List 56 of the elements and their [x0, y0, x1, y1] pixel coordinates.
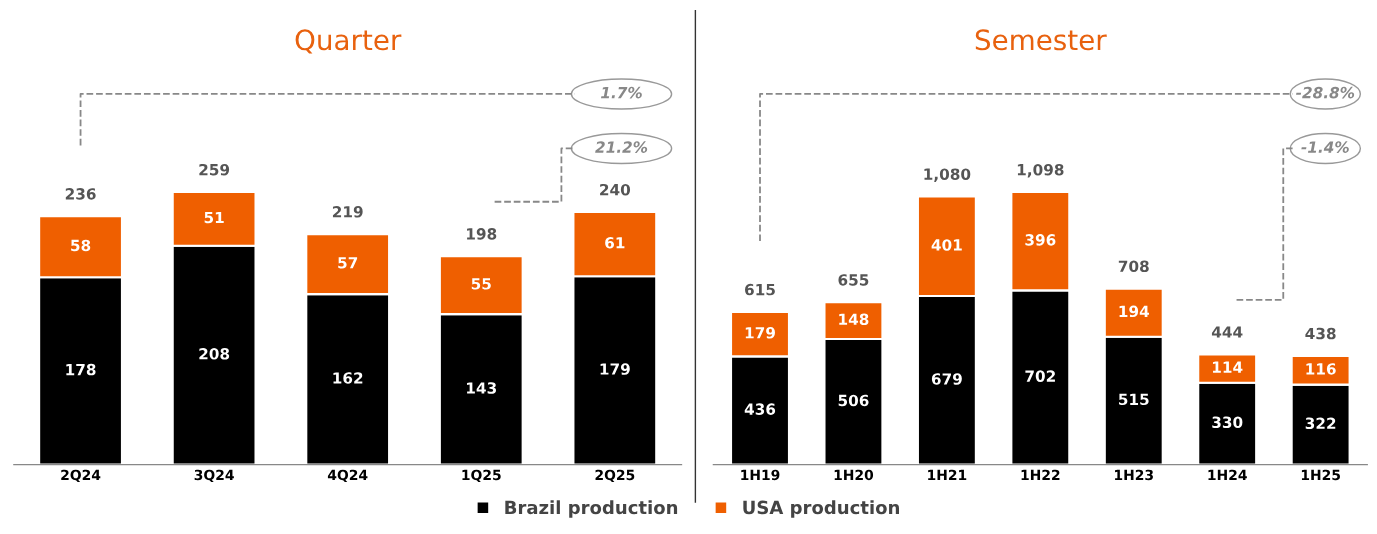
data-label: 143 [467, 382, 496, 394]
data-label: 679 [931, 373, 962, 385]
legend-label: Brazil production [505, 500, 678, 518]
data-label: 162 [333, 372, 363, 384]
data-label: 57 [338, 257, 358, 269]
data-label: 436 [744, 403, 776, 415]
data-label: 208 [199, 348, 230, 360]
text: 21.2% [595, 141, 648, 153]
x-tick-label: 1H22 [1021, 469, 1060, 480]
total-label: 438 [1305, 327, 1336, 340]
x-tick-label: 2Q24 [61, 469, 101, 483]
data-label: 179 [745, 327, 775, 339]
data-label: 178 [66, 363, 96, 376]
data-label: 148 [839, 313, 869, 326]
total-label: 198 [467, 228, 497, 240]
text: -28.8% [1296, 86, 1355, 99]
total-label: 240 [600, 183, 631, 196]
total-label: 219 [332, 206, 363, 218]
legend-label: USA production [743, 500, 899, 518]
x-tick-label: 2Q25 [595, 469, 635, 483]
x-tick-label: 1H25 [1301, 469, 1340, 481]
total-label: 236 [65, 188, 96, 200]
x-tick-label: 1Q25 [462, 469, 501, 483]
data-label: 322 [1305, 417, 1336, 430]
data-label: 179 [600, 363, 630, 375]
x-tick-label: 4Q24 [327, 469, 368, 483]
data-label: 55 [471, 278, 491, 290]
text: -1.4% [1301, 141, 1349, 153]
data-label: 51 [204, 211, 224, 224]
x-tick-label: 1H23 [1115, 469, 1153, 481]
x-tick-label: 1H20 [834, 469, 874, 481]
total-label: 708 [1118, 260, 1149, 273]
x-tick-label: 1H21 [928, 469, 967, 480]
total-label: 1,098 [1017, 163, 1064, 178]
total-label: 655 [838, 274, 869, 286]
data-label: 515 [1119, 393, 1149, 406]
data-label: 116 [1306, 363, 1336, 375]
x-tick-label: 3Q24 [194, 469, 234, 483]
data-label: 702 [1025, 370, 1055, 382]
data-label: 396 [1025, 234, 1056, 246]
total-label: 615 [745, 283, 775, 296]
data-label: 401 [931, 239, 962, 251]
data-label: 114 [1212, 361, 1243, 373]
data-label: 61 [605, 237, 625, 249]
data-label: 506 [838, 394, 869, 407]
total-label: 259 [199, 163, 230, 176]
chart-title: Quarter [295, 29, 402, 54]
data-label: 58 [71, 239, 91, 252]
total-label: 444 [1211, 326, 1243, 338]
chart-title: Semester [975, 29, 1107, 51]
total-label: 1,080 [924, 168, 971, 182]
x-tick-label: 1H19 [741, 469, 780, 481]
data-label: 194 [1119, 305, 1150, 318]
data-label: 330 [1212, 416, 1243, 429]
text: 1.7% [600, 86, 642, 99]
x-tick-label: 1H24 [1208, 469, 1247, 480]
